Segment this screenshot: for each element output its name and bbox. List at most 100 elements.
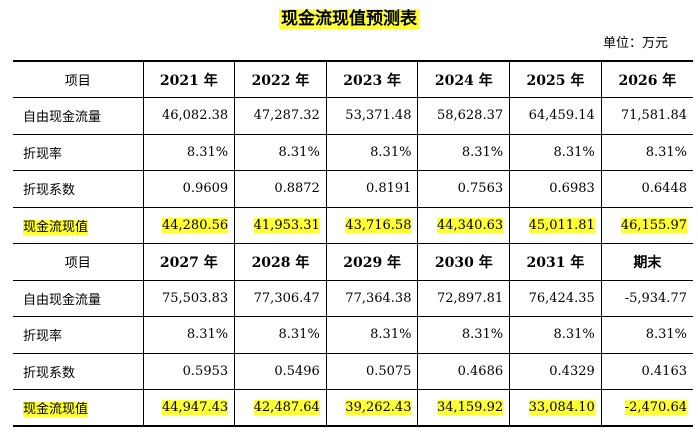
value-cell: 44,340.63 <box>417 206 510 244</box>
value-text: 8.31% <box>553 144 595 160</box>
value-cell: 8.31% <box>509 316 602 353</box>
year-header: 2029 年 <box>325 243 418 280</box>
value-cell: 44,280.56 <box>142 206 235 244</box>
value-text: 0.5496 <box>274 363 320 379</box>
value-cell: 46,082.38 <box>142 97 235 134</box>
value-cell: 43,716.58 <box>325 206 418 244</box>
value-cell: 75,503.83 <box>142 279 235 317</box>
table-row: 折现率 8.31% 8.31% 8.31% 8.31% 8.31% 8.31% <box>13 133 693 171</box>
table-row: 折现率 8.31% 8.31% 8.31% 8.31% 8.31% 8.31% <box>13 316 693 353</box>
value-text: 46,155.97 <box>620 217 687 233</box>
header-label: 项目 <box>13 243 143 280</box>
header-label: 项目 <box>13 60 143 98</box>
year-header: 2025 年 <box>509 60 602 98</box>
row-label-text: 折现率 <box>23 329 63 345</box>
header-row: 项目 2021 年 2022 年 2023 年 2024 年 2025 年 2026 年 <box>13 60 693 98</box>
value-cell: 71,581.84 <box>600 97 693 134</box>
value-text: 0.8191 <box>365 181 412 197</box>
value-cell: 39,262.43 <box>325 389 418 427</box>
value-cell: 0.6448 <box>600 170 693 207</box>
row-label: 折现系数 <box>13 352 143 390</box>
year-header: 2027 年 <box>142 243 235 280</box>
value-cell: 0.5496 <box>234 352 327 390</box>
table-row: 折现系数 0.5953 0.5496 0.5075 0.4686 0.4329 0.4163 <box>13 352 693 390</box>
value-cell: 8.31% <box>142 133 235 171</box>
value-text: 45,011.81 <box>528 217 595 233</box>
value-cell: 0.4329 <box>509 352 602 390</box>
year-header: 2030 年 <box>417 243 510 280</box>
year-header: 2022 年 <box>234 60 327 98</box>
value-text: 8.31% <box>186 144 229 160</box>
value-cell: 77,306.47 <box>234 279 327 317</box>
value-cell: 8.31% <box>142 316 235 353</box>
cash-flow-table: 项目 2021 年 2022 年 2023 年 2024 年 2025 年 2026 年自由… <box>13 60 693 427</box>
value-cell: 0.9609 <box>142 170 235 207</box>
value-cell: -5,934.77 <box>600 279 693 317</box>
row-label-text: 自由现金流量 <box>23 110 102 126</box>
value-text: 64,459.14 <box>528 108 595 124</box>
value-cell: -2,470.64 <box>600 389 693 427</box>
value-text: 47,287.32 <box>253 108 320 124</box>
value-cell: 0.6983 <box>509 170 602 207</box>
value-text: -2,470.64 <box>624 400 687 415</box>
year-header: 期末 <box>600 243 693 280</box>
value-text: 8.31% <box>645 144 687 160</box>
row-label-text: 折现率 <box>23 146 63 162</box>
row-label: 折现系数 <box>13 170 143 207</box>
value-text: 71,581.84 <box>620 108 687 124</box>
value-cell: 72,897.81 <box>417 279 510 317</box>
row-label-text: 折现系数 <box>23 183 76 199</box>
value-cell: 8.31% <box>417 316 510 353</box>
value-cell: 41,953.31 <box>234 206 327 244</box>
row-label-text: 现金流现值 <box>23 219 89 235</box>
value-text: 8.31% <box>186 327 229 343</box>
value-cell: 45,011.81 <box>509 206 602 244</box>
value-text: 33,084.10 <box>528 400 595 415</box>
value-text: 58,628.37 <box>436 108 504 124</box>
value-text: 8.31% <box>461 144 504 160</box>
value-text: 0.6983 <box>549 181 595 197</box>
value-text: 8.31% <box>278 144 320 160</box>
value-cell: 0.4163 <box>600 352 693 390</box>
value-text: 77,364.38 <box>345 290 412 306</box>
value-cell: 0.4686 <box>417 352 510 390</box>
value-text: 0.6448 <box>641 181 688 197</box>
value-text: 77,306.47 <box>253 290 320 306</box>
value-cell: 8.31% <box>325 133 418 171</box>
value-cell: 47,287.32 <box>234 97 327 134</box>
value-cell: 46,155.97 <box>600 206 693 244</box>
year-header: 2031 年 <box>509 243 602 280</box>
value-cell: 64,459.14 <box>509 97 602 134</box>
value-text: 44,280.56 <box>161 217 229 233</box>
value-text: 43,716.58 <box>345 217 412 233</box>
value-cell: 8.31% <box>234 133 327 171</box>
year-header: 2021 年 <box>142 60 235 98</box>
year-header: 2024 年 <box>417 60 510 98</box>
table-row: 自由现金流量 46,082.38 47,287.32 53,371.48 58,628.… <box>13 97 693 134</box>
year-header: 2026 年 <box>600 60 693 98</box>
row-label-text: 自由现金流量 <box>23 292 102 308</box>
value-text: 0.8872 <box>274 181 320 197</box>
value-text: 34,159.92 <box>436 400 504 415</box>
value-text: 0.9609 <box>182 181 229 197</box>
table-row: 现金流现值 44,947.43 42,487.64 39,262.43 34,159.9… <box>13 389 693 427</box>
value-cell: 0.8191 <box>325 170 418 207</box>
row-label: 折现率 <box>13 316 143 353</box>
value-cell: 0.5953 <box>142 352 235 390</box>
value-text: 8.31% <box>370 327 412 343</box>
value-text: 0.4163 <box>641 363 688 379</box>
value-cell: 8.31% <box>234 316 327 353</box>
value-text: 0.5953 <box>182 363 229 379</box>
page-title: 现金流现值预测表 <box>279 9 419 29</box>
value-cell: 0.8872 <box>234 170 327 207</box>
year-header: 2028 年 <box>234 243 327 280</box>
table-row: 自由现金流量 75,503.83 77,306.47 77,364.38 72,897.… <box>13 279 693 317</box>
row-label: 现金流现值 <box>13 206 143 244</box>
value-text: 76,424.35 <box>528 290 595 306</box>
row-label: 现金流现值 <box>13 389 143 427</box>
value-cell: 8.31% <box>417 133 510 171</box>
value-cell: 8.31% <box>600 316 693 353</box>
value-text: 8.31% <box>370 144 412 160</box>
value-text: 8.31% <box>461 327 504 343</box>
value-text: 75,503.83 <box>161 290 229 306</box>
